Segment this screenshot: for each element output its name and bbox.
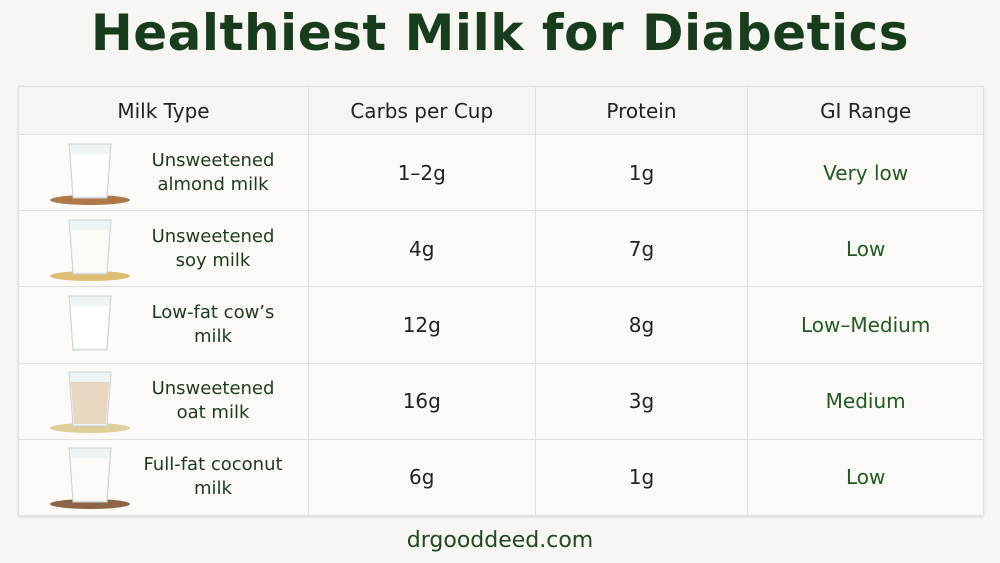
ingredient <box>50 499 130 510</box>
ingredient <box>50 270 130 281</box>
ingredient <box>50 194 130 205</box>
column-header: Protein <box>534 86 749 135</box>
milk-type-label: Unsweetened oat milk <box>151 378 275 424</box>
column-header: Milk Type <box>18 86 309 135</box>
milk-type-label: Full-fat coconut milk <box>143 454 283 500</box>
title: Healthiest Milk for Diabetics <box>90 4 910 62</box>
milk-type: Low-fat cow’s milk <box>19 287 308 362</box>
milk-type-cell: Unsweetened soy milk <box>18 210 309 288</box>
table-row: Unsweetened oat milk 16g 3g Medium <box>18 362 984 440</box>
milk <box>71 382 109 425</box>
table-row: Unsweetened almond milk 1–2g 1g Very low <box>18 133 984 212</box>
milk-table: Milk Type Carbs per Cup Protein GI Range Un… <box>18 86 984 517</box>
ingredient <box>50 423 130 434</box>
protein-cell: 1g <box>534 133 749 212</box>
protein-cell: 8g <box>534 286 749 364</box>
footer: drgooddeed.com <box>406 528 594 553</box>
milk-icon <box>68 295 112 351</box>
milk <box>71 229 109 272</box>
milk <box>71 458 109 501</box>
carbs-cell: 1–2g <box>307 133 536 212</box>
milk-type-label: Low-fat cow’s milk <box>151 301 275 347</box>
table-row: Low-fat cow’s milk 12g 8g Low–Medium <box>18 286 984 364</box>
milk-type: Unsweetened soy milk <box>19 211 308 286</box>
carbs-cell: 12g <box>307 286 536 364</box>
milk-type: Full-fat coconut milk <box>19 440 308 515</box>
column-header: GI Range <box>747 86 984 135</box>
milk-type-cell: Unsweetened oat milk <box>18 362 309 440</box>
milk <box>71 305 109 348</box>
table-header: Milk Type Carbs per Cup Protein GI Range <box>18 86 984 135</box>
milk-type: Unsweetened oat milk <box>19 364 308 439</box>
milk-type-cell: Full-fat coconut milk <box>18 438 309 517</box>
milk-icon <box>50 143 130 205</box>
gi-cell: Low <box>747 438 984 517</box>
milk-type-cell: Unsweetened almond milk <box>18 133 309 212</box>
gi-cell: Low–Medium <box>747 286 984 364</box>
gi-cell: Very low <box>747 133 984 212</box>
gi-cell: Low <box>747 210 984 288</box>
milk <box>71 153 109 196</box>
milk-icon <box>50 447 130 510</box>
gi-cell: Medium <box>747 362 984 440</box>
milk-type-label: Unsweetened soy milk <box>151 225 275 271</box>
milk-icon <box>50 219 130 281</box>
milk-type: Unsweetened almond milk <box>19 135 308 210</box>
protein-cell: 7g <box>534 210 749 288</box>
table-body: Unsweetened almond milk 1–2g 1g Very low Uns… <box>18 133 984 517</box>
carbs-cell: 4g <box>307 210 536 288</box>
milk-type-cell: Low-fat cow’s milk <box>18 286 309 364</box>
milk-type-label: Unsweetened almond milk <box>151 149 275 195</box>
header-row: Milk Type Carbs per Cup Protein GI Range <box>18 86 984 135</box>
table-row: Unsweetened soy milk 4g 7g Low <box>18 210 984 288</box>
carbs-cell: 6g <box>307 438 536 517</box>
carbs-cell: 16g <box>307 362 536 440</box>
protein-cell: 3g <box>534 362 749 440</box>
milk-icon <box>50 371 130 434</box>
protein-cell: 1g <box>534 438 749 517</box>
column-header: Carbs per Cup <box>307 86 536 135</box>
table-row: Full-fat coconut milk 6g 1g Low <box>18 438 984 517</box>
